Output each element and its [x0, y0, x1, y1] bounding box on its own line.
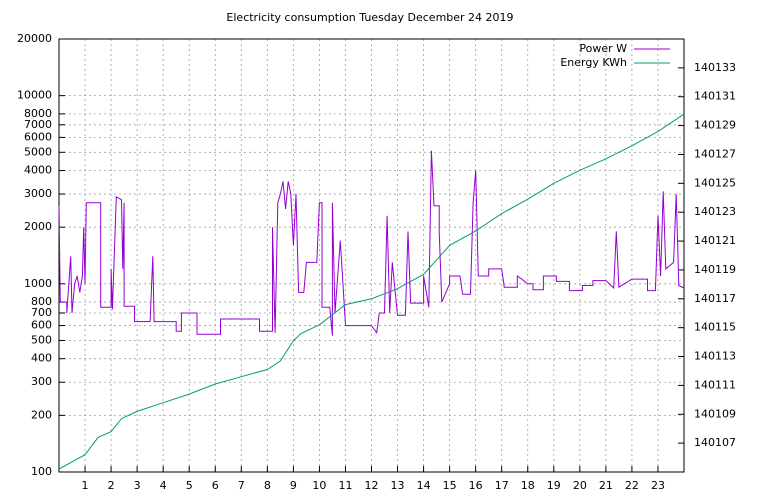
- y-tick-label: 200: [31, 408, 52, 421]
- y2-tick-label: 140119: [694, 263, 736, 276]
- y2-tick-label: 140107: [694, 436, 736, 449]
- x-tick-label: 11: [338, 479, 352, 492]
- y-tick-label: 4000: [24, 164, 52, 177]
- x-tick-label: 2: [108, 479, 115, 492]
- legend-label: Energy KWh: [560, 56, 627, 69]
- y-tick-label: 20000: [17, 32, 52, 45]
- series-line: [58, 113, 685, 470]
- y-tick-label: 1000: [24, 277, 52, 290]
- series-line: [58, 150, 685, 336]
- y-tick-label: 5000: [24, 145, 52, 158]
- x-tick-label: 14: [417, 479, 431, 492]
- x-tick-label: 22: [625, 479, 639, 492]
- y-tick-label: 300: [31, 375, 52, 388]
- y-tick-label: 400: [31, 352, 52, 365]
- y-tick-label: 700: [31, 306, 52, 319]
- x-tick-label: 20: [573, 479, 587, 492]
- x-tick-label: 13: [391, 479, 405, 492]
- y-tick-label: 800: [31, 295, 52, 308]
- legend-label: Power W: [579, 42, 627, 55]
- y2-tick-label: 140121: [694, 234, 736, 247]
- y-tick-label: 6000: [24, 130, 52, 143]
- x-tick-label: 19: [547, 479, 561, 492]
- y-tick-label: 7000: [24, 118, 52, 131]
- y2-tick-label: 140111: [694, 378, 736, 391]
- y-tick-label: 2000: [24, 220, 52, 233]
- x-tick-label: 7: [238, 479, 245, 492]
- y2-tick-label: 140117: [694, 292, 736, 305]
- x-tick-label: 10: [312, 479, 326, 492]
- x-tick-label: 17: [495, 479, 509, 492]
- x-tick-label: 23: [651, 479, 665, 492]
- x-tick-label: 3: [134, 479, 141, 492]
- y2-tick-label: 140113: [694, 350, 736, 363]
- y-tick-label: 500: [31, 333, 52, 346]
- y2-tick-label: 140123: [694, 205, 736, 218]
- chart-title: Electricity consumption Tuesday December…: [226, 11, 513, 24]
- plot-frame: [58, 38, 685, 473]
- y2-tick-label: 140125: [694, 176, 736, 189]
- y-tick-label: 100: [31, 465, 52, 478]
- x-tick-label: 12: [365, 479, 379, 492]
- x-tick-label: 16: [469, 479, 483, 492]
- y2-tick-label: 140127: [694, 147, 736, 160]
- y2-tick-label: 140109: [694, 407, 736, 420]
- y-tick-label: 3000: [24, 187, 52, 200]
- y-tick-label: 8000: [24, 107, 52, 120]
- y2-tick-label: 140131: [694, 90, 736, 103]
- y2-tick-label: 140115: [694, 321, 736, 334]
- x-tick-label: 4: [160, 479, 167, 492]
- x-tick-label: 5: [186, 479, 193, 492]
- x-tick-label: 9: [290, 479, 297, 492]
- x-tick-label: 8: [264, 479, 271, 492]
- x-tick-label: 21: [599, 479, 613, 492]
- x-tick-label: 15: [443, 479, 457, 492]
- x-tick-label: 18: [521, 479, 535, 492]
- x-tick-label: 6: [212, 479, 219, 492]
- y-tick-label: 10000: [17, 89, 52, 102]
- y-tick-label: 600: [31, 319, 52, 332]
- y2-tick-label: 140129: [694, 119, 736, 132]
- x-tick-label: 1: [82, 479, 89, 492]
- y2-tick-label: 140133: [694, 61, 736, 74]
